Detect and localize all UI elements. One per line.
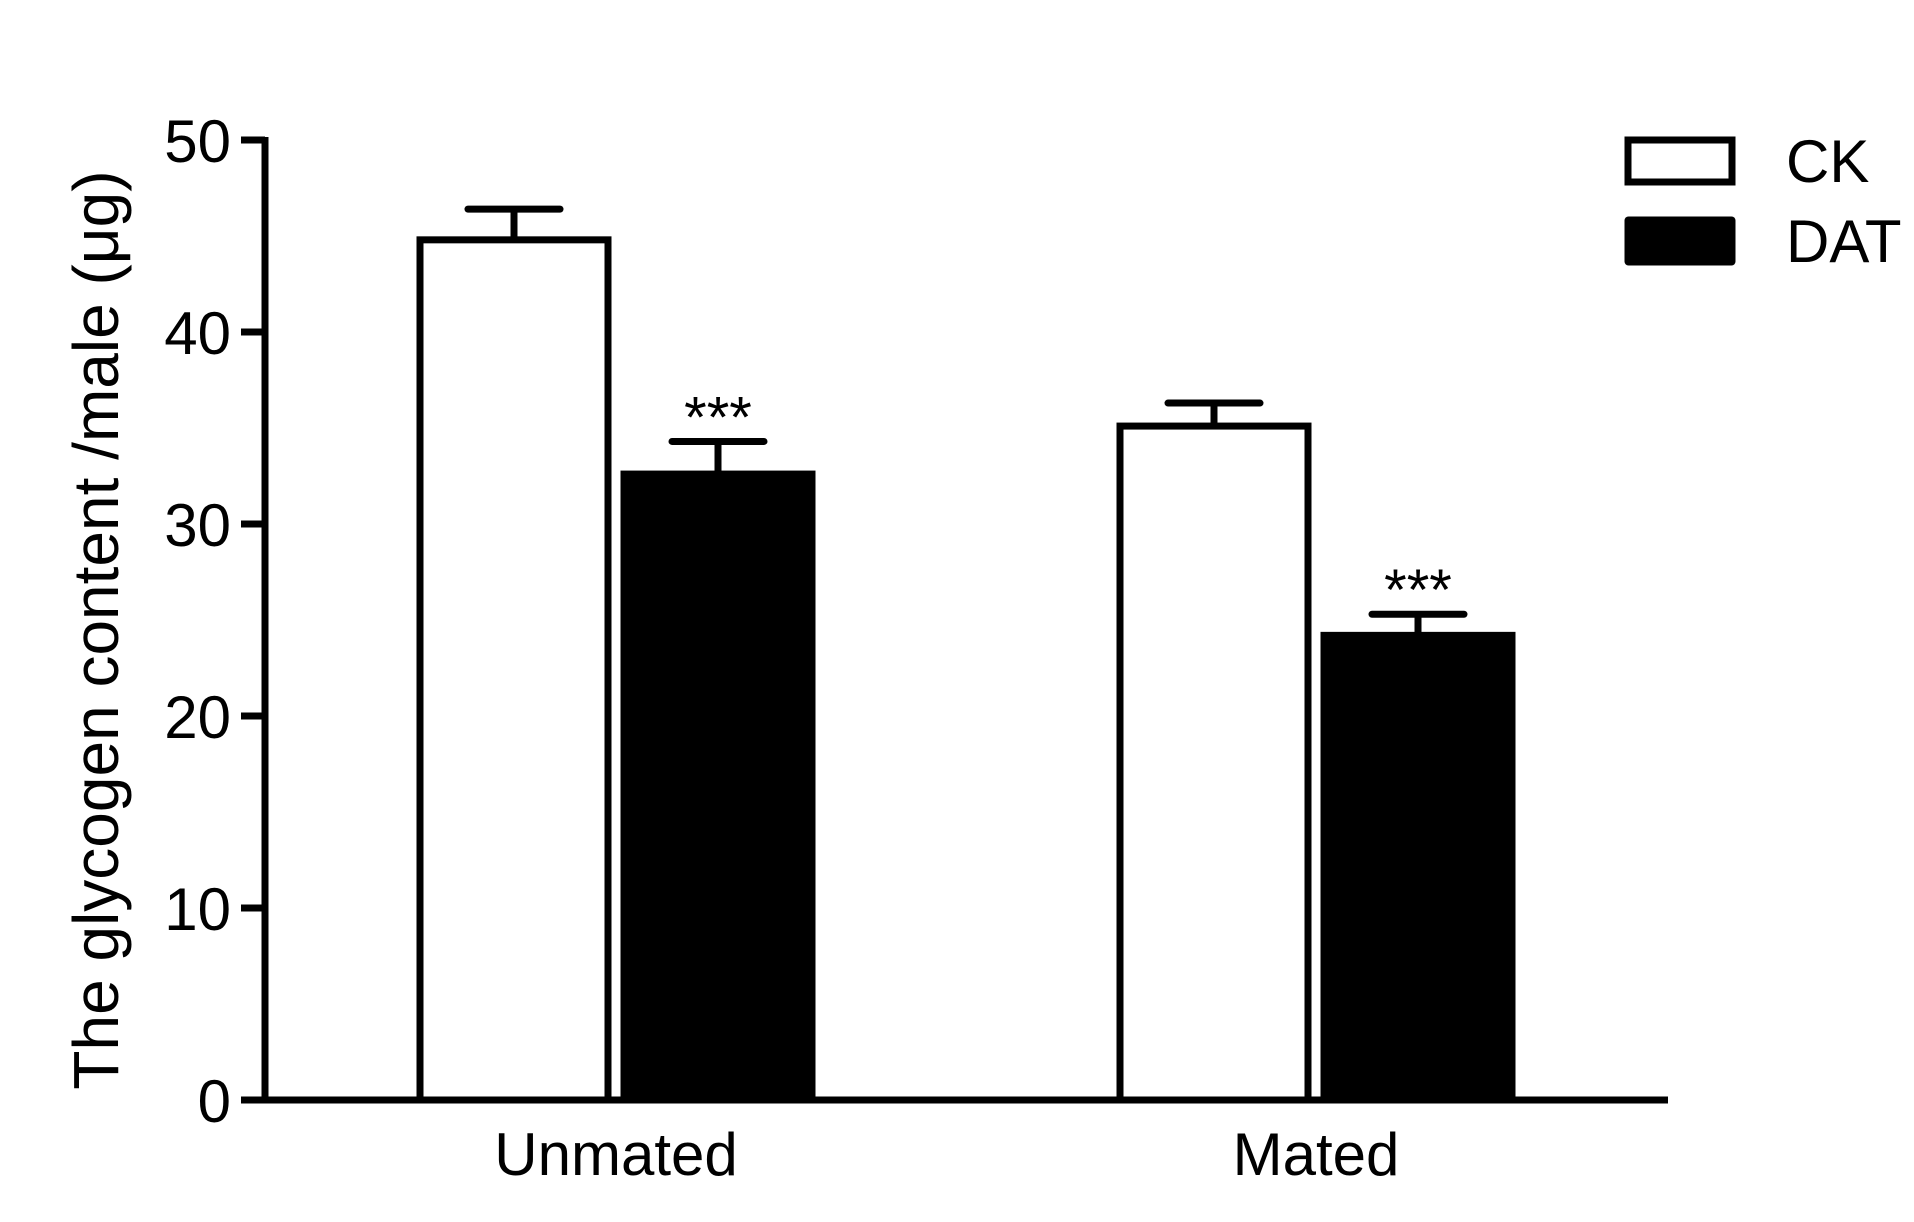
y-tick-label: 50 (164, 108, 231, 175)
bar-dat-unmated (620, 470, 816, 1101)
legend-swatch-ck (1624, 136, 1736, 186)
y-tick-label: 0 (198, 1068, 231, 1135)
legend-label-ck: CK (1786, 128, 1869, 195)
bars: *** *** (416, 205, 1516, 1104)
bar-ck-unmated (416, 236, 612, 1104)
y-tick-label: 10 (164, 876, 231, 943)
bar-ck-mated (1116, 422, 1312, 1104)
bar-dat-mated (1320, 631, 1516, 1100)
x-tick-label: Unmated (494, 1121, 737, 1188)
legend: CK DAT (1624, 128, 1902, 275)
legend-swatch-dat (1624, 216, 1736, 266)
x-tick-label: Mated (1233, 1121, 1400, 1188)
significance-label: *** (1384, 558, 1452, 623)
y-tick-label: 20 (164, 684, 231, 751)
significance-label: *** (684, 385, 752, 450)
y-axis: 0 10 20 30 40 50 (164, 108, 269, 1135)
y-tick-label: 30 (164, 492, 231, 559)
legend-label-dat: DAT (1786, 208, 1902, 275)
y-axis-label: The glycogen content /male (μg) (60, 170, 132, 1089)
y-tick-label: 40 (164, 300, 231, 367)
x-axis: Unmated Mated (241, 1096, 1668, 1188)
